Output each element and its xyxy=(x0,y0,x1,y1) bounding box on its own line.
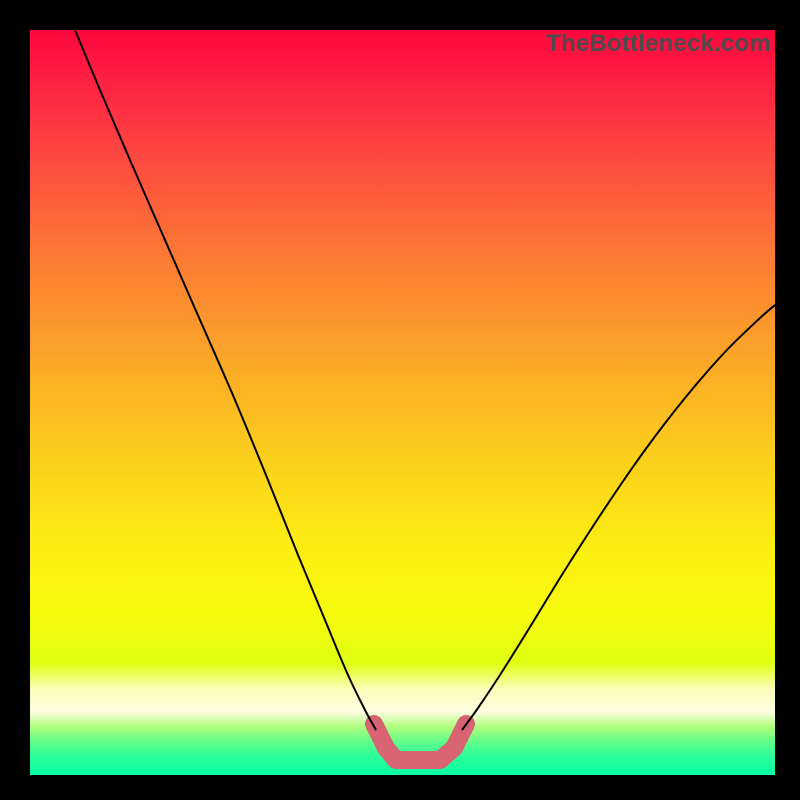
plot-area: TheBottleneck.com xyxy=(30,30,775,775)
curves-layer xyxy=(30,30,775,775)
left-curve xyxy=(75,30,376,730)
chart-canvas: TheBottleneck.com xyxy=(0,0,800,800)
highlight-u-stroke xyxy=(374,724,466,760)
right-curve xyxy=(462,305,775,730)
watermark-text: TheBottleneck.com xyxy=(546,30,771,58)
